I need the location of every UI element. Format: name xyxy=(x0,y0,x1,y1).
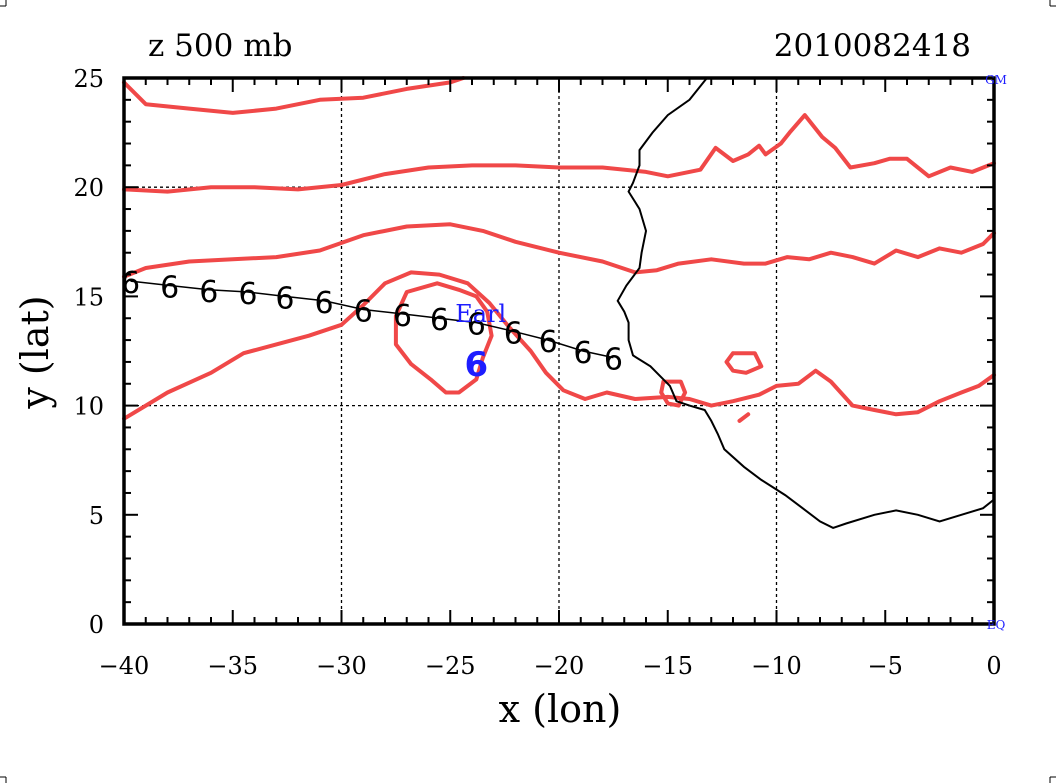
x-tick-label: −10 xyxy=(751,652,802,680)
track-line xyxy=(130,280,614,359)
track-storm-symbol: 6 xyxy=(573,336,592,371)
track-storm-symbol: 6 xyxy=(199,275,218,310)
x-tick-label: −35 xyxy=(207,652,258,680)
y-tick-label: 0 xyxy=(89,611,104,639)
track-storm-symbol: 6 xyxy=(430,303,449,338)
x-tick-label: −15 xyxy=(642,652,693,680)
track-storm-symbol: 6 xyxy=(604,343,623,378)
track-storm-symbol: 6 xyxy=(504,316,523,351)
x-tick-label: −20 xyxy=(534,652,585,680)
x-tick-labels: −40 −35 −30 −25 −20 −15 −10 −5 0 xyxy=(99,652,1002,680)
x-tick-label: −5 xyxy=(868,652,903,680)
y-tick-label: 25 xyxy=(73,65,104,93)
axis-ticks xyxy=(123,77,995,625)
contour-line xyxy=(122,76,466,115)
y-tick-label: 5 xyxy=(89,502,104,530)
coastline xyxy=(616,77,995,529)
track-storm-symbol: 6 xyxy=(275,281,294,316)
coastline-path xyxy=(616,77,995,529)
track-storm-symbol: 6 xyxy=(160,270,179,305)
storm-name-label: Earl xyxy=(455,300,506,328)
track-storm-symbol: 6 xyxy=(539,325,558,360)
corner-label-bottom-right: EQ xyxy=(987,618,1006,632)
x-axis-label: x (lon) xyxy=(499,687,622,731)
storm-current-symbol: 6 xyxy=(465,345,489,385)
x-tick-label: −40 xyxy=(99,652,150,680)
x-tick-label: −30 xyxy=(316,652,367,680)
contour-line xyxy=(393,281,494,395)
x-tick-label: −25 xyxy=(425,652,476,680)
y-tick-label: 10 xyxy=(73,393,104,421)
title-right: 2010082418 xyxy=(774,28,971,64)
corner-label-top-right: GM xyxy=(985,73,1007,87)
x-tick-label: 0 xyxy=(986,652,1001,680)
contour-line xyxy=(659,379,688,408)
y-tick-label: 20 xyxy=(73,174,104,202)
y-axis-label: y (lat) xyxy=(13,295,57,409)
y-tick-labels: 0 5 10 15 20 25 xyxy=(73,65,104,639)
track-storm-symbol: 6 xyxy=(354,295,373,330)
contour-line xyxy=(122,222,996,279)
track-storm-symbol: 6 xyxy=(467,308,486,343)
contour-lines xyxy=(122,76,996,423)
contour-line xyxy=(737,412,751,423)
contour-line xyxy=(122,270,996,421)
contour-line xyxy=(122,113,996,194)
track-storm-symbol: 6 xyxy=(393,299,412,334)
y-tick-label: 15 xyxy=(73,283,104,311)
track-storm-symbol: 6 xyxy=(238,277,257,312)
track-storm-symbol: 6 xyxy=(315,286,334,321)
contour-line xyxy=(724,351,764,375)
title-left: z 500 mb xyxy=(148,28,292,64)
